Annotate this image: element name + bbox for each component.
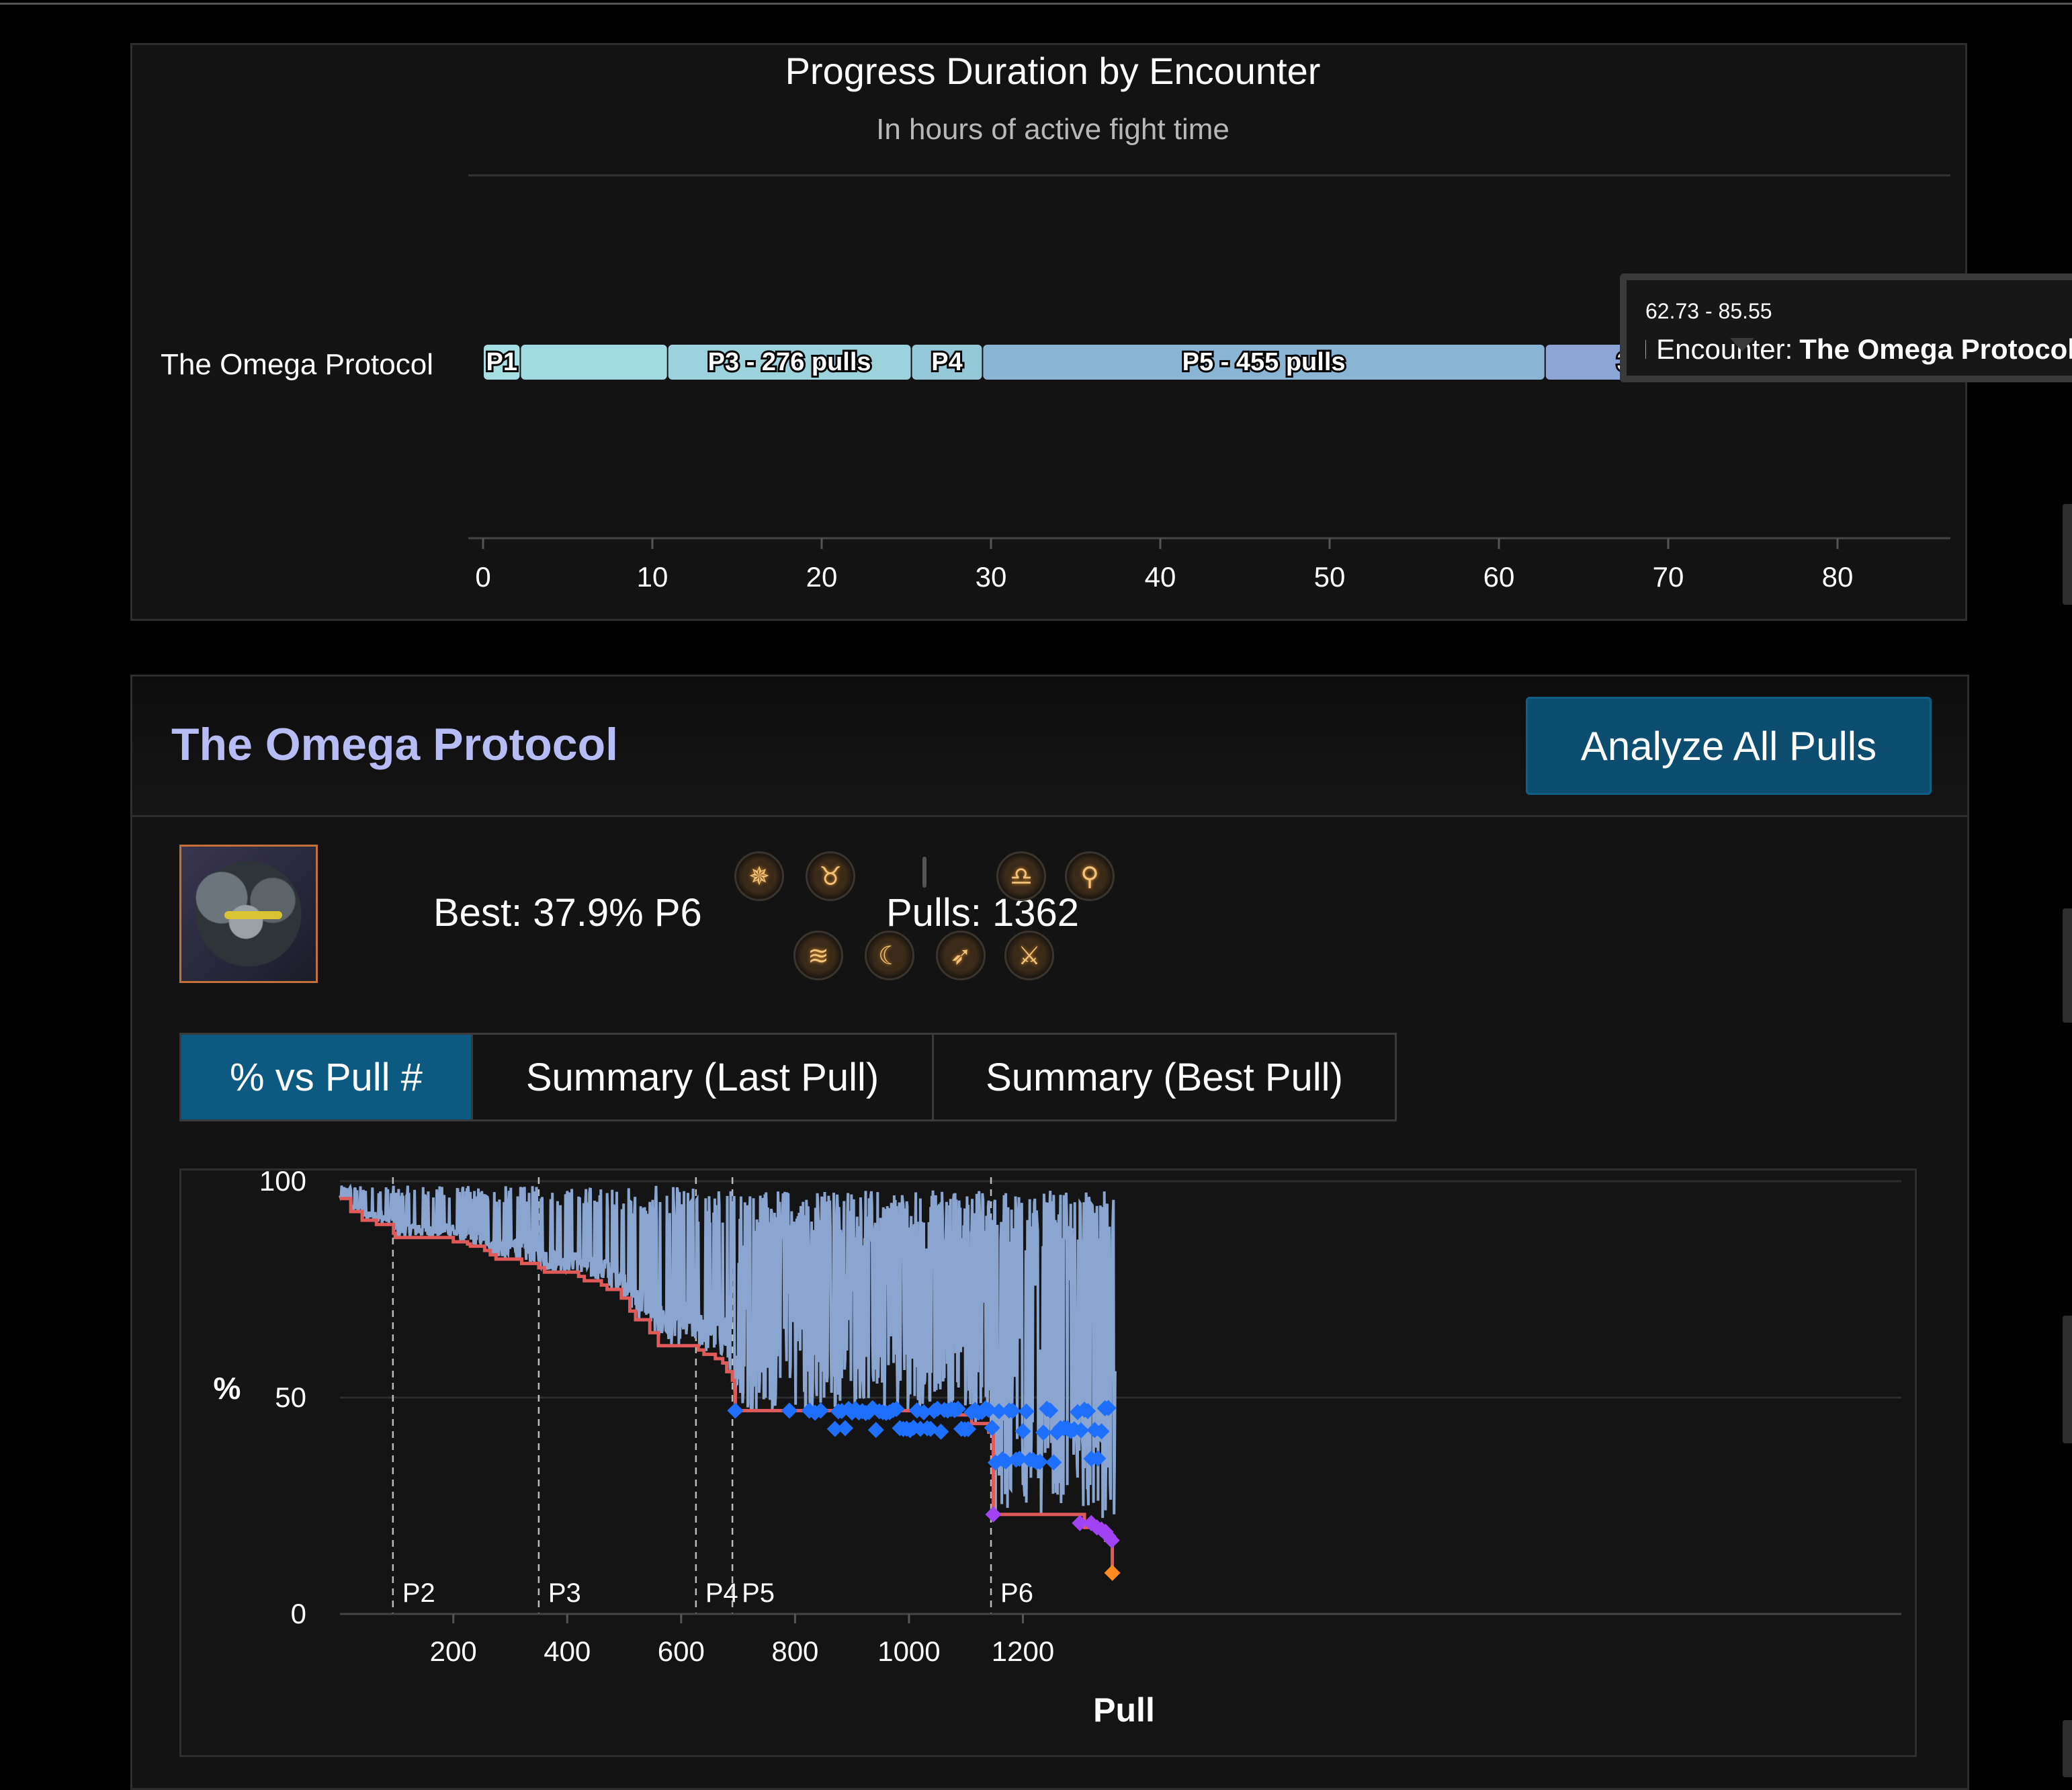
gunbreaker-icon: ♉ <box>806 851 855 901</box>
category-label: The Omega Protocol <box>161 348 433 381</box>
y-tick-label: 100 <box>259 1170 306 1197</box>
p5-marker <box>868 1422 884 1438</box>
range-segment[interactable] <box>521 345 666 380</box>
scroll-marker <box>2063 908 2072 1023</box>
dancer-icon: ➶ <box>936 931 986 980</box>
job-divider <box>922 857 926 888</box>
encounter-title: The Omega Protocol <box>171 718 618 771</box>
y-tick-label: 50 <box>275 1381 306 1413</box>
x-tick-label: 0 <box>475 561 490 593</box>
best-pull-marker <box>1105 1565 1121 1581</box>
pull-count: Pulls: 1362 <box>886 890 1079 935</box>
astrologian-icon: ♎ <box>996 851 1046 901</box>
x-tick-label: 30 <box>976 561 1007 593</box>
scroll-marker <box>2063 1720 2072 1777</box>
segment-label: P5 - 455 pulls <box>1182 348 1346 376</box>
phase-marker-label: P5 <box>742 1578 775 1608</box>
phase-marker-label: P4 <box>705 1578 738 1608</box>
p6-marker <box>985 1506 1001 1523</box>
tab-percent-vs-pull[interactable]: % vs Pull # <box>181 1035 471 1119</box>
x-tick-label: 1000 <box>877 1635 940 1667</box>
progress-duration-card: Progress Duration by Encounter In hours … <box>130 43 1967 621</box>
avatar-visor <box>224 911 282 919</box>
x-tick-label: 40 <box>1145 561 1176 593</box>
chart-title: Progress Duration by Encounter <box>785 50 1321 92</box>
scroll-marker <box>2063 504 2072 605</box>
samurai-icon: ≋ <box>793 931 843 980</box>
encounter-card: The Omega Protocol Analyze All Pulls Bes… <box>130 675 1969 1790</box>
y-axis-label: % <box>214 1371 241 1406</box>
p5-marker <box>781 1402 797 1418</box>
tab-summary-best-pull[interactable]: Summary (Best Pull) <box>932 1035 1395 1119</box>
segment-label: P4 <box>931 348 962 376</box>
top-divider <box>0 3 2072 5</box>
tooltip-range: 62.73 - 85.55 <box>1645 299 2072 324</box>
encounter-avatar <box>179 845 318 983</box>
p5-marker <box>727 1402 743 1418</box>
segment-label: P1 <box>486 348 517 376</box>
phase-marker-label: P2 <box>402 1578 435 1608</box>
x-tick-label: 70 <box>1653 561 1684 593</box>
x-tick-label: 1200 <box>992 1635 1054 1667</box>
x-tick-label: 20 <box>806 561 838 593</box>
x-axis-label: Pull <box>1093 1691 1155 1729</box>
red-mage-icon: ⚔ <box>1004 931 1054 980</box>
chart-tabs: % vs Pull # Summary (Last Pull) Summary … <box>179 1033 1397 1121</box>
tooltip-prefix: Encounter: <box>1656 333 1793 366</box>
tooltip-encounter-name: The Omega Protocol <box>1799 333 2072 366</box>
x-tick-label: 800 <box>771 1635 818 1667</box>
best-progress: Best: 37.9% P6 <box>433 890 702 935</box>
y-tick-label: 0 <box>291 1598 306 1629</box>
sage-icon: ⚲ <box>1065 851 1115 901</box>
reaper-icon: ☾ <box>865 931 914 980</box>
x-tick-label: 10 <box>637 561 668 593</box>
x-tick-label: 600 <box>658 1635 705 1667</box>
pull-percent-line <box>340 1186 1115 1519</box>
paladin-icon: ✵ <box>734 851 784 901</box>
x-tick-label: 60 <box>1483 561 1515 593</box>
x-tick-label: 200 <box>430 1635 477 1667</box>
chart-subtitle: In hours of active fight time <box>876 113 1229 146</box>
phase-marker-label: P3 <box>548 1578 581 1608</box>
tab-summary-last-pull[interactable]: Summary (Last Pull) <box>471 1035 932 1119</box>
encounter-header: The Omega Protocol Analyze All Pulls <box>132 677 1967 817</box>
x-tick-label: 80 <box>1822 561 1854 593</box>
tooltip-line: Encounter: The Omega Protocol <box>1645 333 2072 366</box>
x-tick-label: 400 <box>544 1635 591 1667</box>
p5-marker <box>837 1420 853 1436</box>
scroll-marker <box>2063 1316 2072 1443</box>
segment-label: P3 - 276 pulls <box>708 348 871 376</box>
bar-tooltip: 62.73 - 85.55 Encounter: The Omega Proto… <box>1620 273 2072 382</box>
x-tick-label: 50 <box>1314 561 1346 593</box>
tooltip-caret <box>1730 338 1754 351</box>
phase-marker-label: P6 <box>1000 1578 1033 1608</box>
analyze-all-pulls-button[interactable]: Analyze All Pulls <box>1526 697 1932 795</box>
